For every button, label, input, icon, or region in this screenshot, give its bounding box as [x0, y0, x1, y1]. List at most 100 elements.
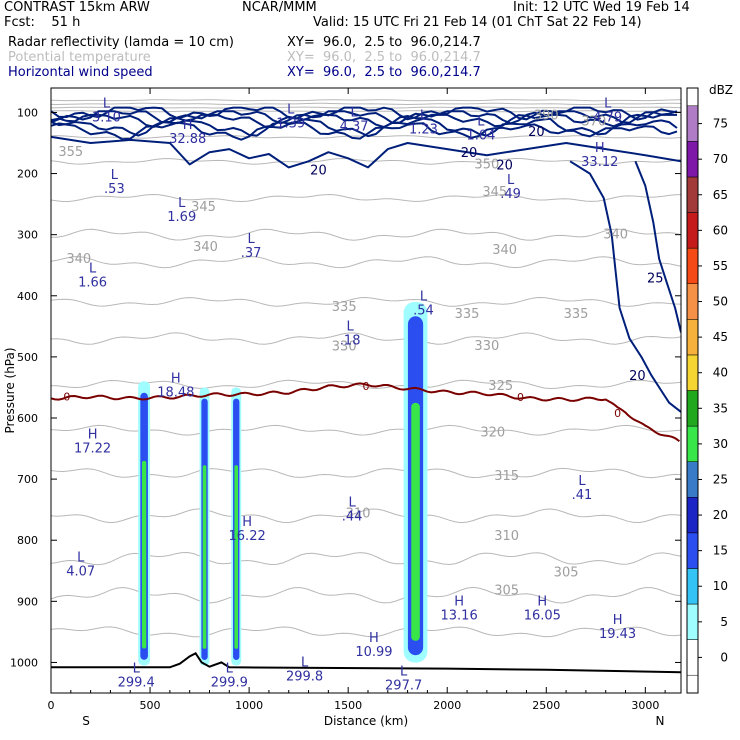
colorbar-label: 50: [713, 295, 728, 309]
extremum-type-L: L: [77, 550, 85, 565]
field-theta-label: Potential temperature: [8, 50, 151, 65]
extremum-value: 299.9: [211, 676, 248, 691]
freezing-level: 0 0 0 0: [51, 380, 680, 442]
theta-label: 305: [494, 583, 519, 598]
theta-label: 340: [193, 240, 218, 255]
theta-label: 330: [474, 339, 499, 354]
theta-contour-line: [51, 626, 681, 638]
colorbar-segment: [686, 568, 699, 605]
extremum-type-L: L: [400, 665, 408, 680]
colorbar-label: 15: [713, 544, 728, 558]
extremum-value: 4.37: [340, 120, 369, 135]
theta-contour-line: [51, 99, 681, 102]
field-reflectivity-label: Radar reflectivity (lamda = 10 cm): [8, 35, 234, 50]
field-reflectivity-xy: XY= 96.0, 2.5 to 96.0,214.7: [287, 35, 481, 50]
extremum-value: .18: [340, 333, 361, 348]
field-wind-xy: XY= 96.0, 2.5 to 96.0,214.7: [287, 65, 481, 80]
theta-contour-line: [51, 256, 681, 269]
wind-contour-jet: [51, 106, 678, 121]
theta-label: 335: [332, 300, 357, 315]
colorbar-segment: [686, 639, 699, 676]
x-tick-label: 1000: [235, 699, 263, 712]
colorbar-label: 70: [713, 152, 728, 166]
theta-label: 335: [455, 307, 480, 322]
wind-label: 20: [629, 369, 646, 384]
north-label: N: [656, 714, 665, 728]
colorbar-label: 40: [713, 366, 728, 380]
extremum-type-H: H: [613, 613, 623, 628]
theta-label: 310: [346, 506, 371, 521]
theta-label: 340: [66, 252, 91, 267]
theta-contour-line: [51, 296, 681, 307]
extremum-type-L: L: [420, 290, 428, 305]
theta-contour-line: [51, 193, 681, 203]
valid-time: Valid: 15 UTC Fri 21 Feb 14 (01 ChT Sat …: [313, 15, 642, 30]
extremum-type-L: L: [578, 474, 586, 489]
extremum-value: 1.04: [466, 129, 495, 144]
x-tick-label: 2500: [532, 699, 560, 712]
y-tick-label: 700: [17, 473, 38, 486]
theta-contour-line: [51, 586, 681, 604]
colorbar-segment: [686, 497, 699, 534]
extremum-type-L: L: [103, 96, 111, 111]
extremum-type-L: L: [178, 196, 186, 211]
colorbar-segment: [686, 390, 699, 427]
forecast-hour: Fcst: 51 h: [4, 15, 81, 30]
extremum-type-L: L: [507, 173, 515, 188]
colorbar-segment: [686, 212, 699, 249]
theta-label: 370: [581, 115, 606, 130]
extremum-type-L: L: [89, 261, 97, 276]
extremum-type-L: L: [301, 656, 309, 671]
extremum-type-L: L: [347, 319, 355, 334]
extremum-type-H: H: [595, 141, 605, 156]
x-tick-label: 3000: [631, 699, 659, 712]
extremum-value: .44: [342, 509, 363, 524]
y-tick-label: 800: [17, 534, 38, 547]
terrain-line: [51, 652, 681, 674]
theta-label: 340: [603, 228, 628, 243]
extremum-value: .54: [413, 304, 434, 319]
wind-contour-jet: [51, 110, 678, 125]
colorbar-label: 65: [713, 188, 728, 202]
extremum-type-H: H: [88, 428, 98, 443]
extremum-value: 4.79: [593, 110, 622, 125]
extremum-type-L: L: [477, 115, 485, 130]
extremum-type-L: L: [350, 106, 358, 121]
extremum-value: 1.39: [276, 117, 305, 132]
colorbar-label: 10: [713, 579, 728, 593]
theta-contour-line: [51, 424, 681, 436]
colorbar-unit: dBZ: [709, 83, 733, 97]
freezing-level-line: [51, 382, 680, 442]
theta-contour-line: [51, 135, 681, 139]
colorbar-segment: [686, 105, 699, 142]
colorbar-segment: [686, 176, 699, 213]
colorbar-label: 75: [713, 117, 728, 131]
extremum-type-H: H: [171, 371, 181, 386]
extremum-type-L: L: [226, 662, 234, 677]
colorbar-label: 45: [713, 330, 728, 344]
extremum-type-H: H: [242, 515, 252, 530]
theta-contour-line: [51, 332, 681, 345]
freezing-level-label: 0: [614, 407, 621, 420]
colorbar-label: 5: [720, 615, 728, 629]
colorbar-segment: [686, 603, 699, 640]
wind-contours: [51, 106, 681, 413]
theta-contour-line: [51, 379, 681, 390]
south-label: S: [82, 714, 90, 728]
extremum-type-L: L: [349, 495, 357, 510]
institution: NCAR/MMM: [242, 0, 317, 15]
theta-label: 305: [554, 566, 579, 581]
freezing-level-label: 0: [517, 391, 524, 404]
y-tick-label: 400: [17, 290, 38, 303]
reflectivity-peak-2: [202, 465, 207, 649]
plot-axes: 0 500 1000 1500 2000 2500 30001002003004005006…: [3, 87, 682, 728]
extremum-value: .41: [572, 488, 593, 503]
theta-label: 330: [332, 340, 357, 355]
extremum-value: 1.69: [167, 210, 196, 225]
extremum-value: .37: [241, 246, 262, 261]
colorbar-label: 35: [713, 401, 728, 415]
colorbar-label: 60: [713, 223, 728, 237]
colorbar-label: 0: [720, 650, 728, 664]
extremum-value: 1.23: [409, 123, 438, 138]
theta-contour-line: [51, 228, 681, 241]
